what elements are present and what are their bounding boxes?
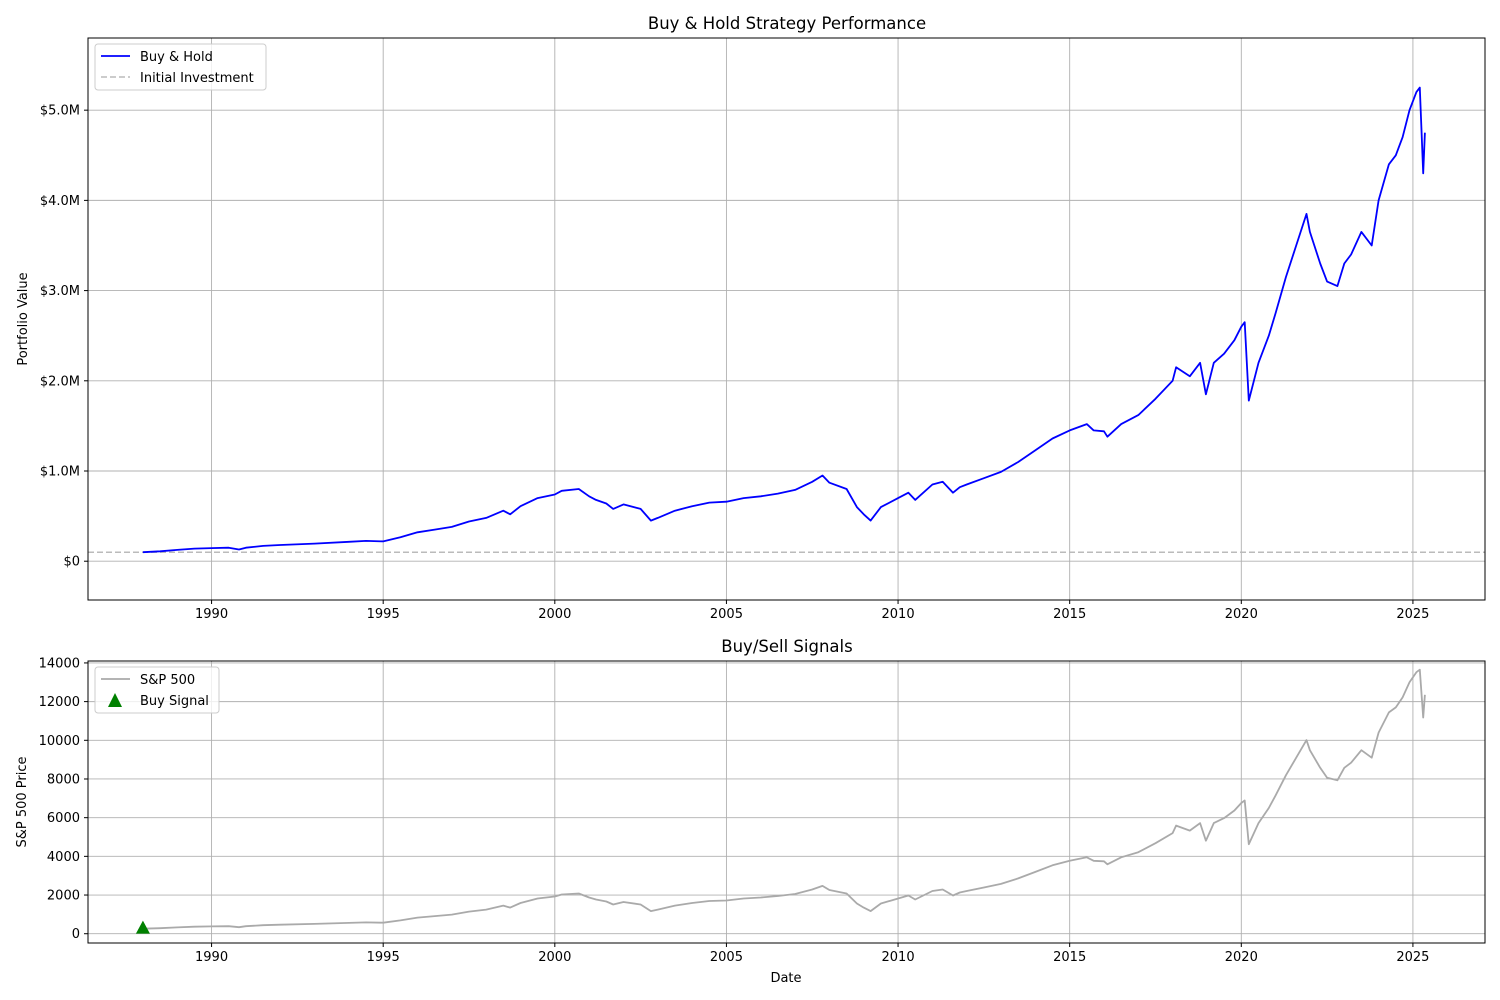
signals-chart-frame [87,660,1486,944]
portfolio-x-tick-label: 1990 [195,607,228,622]
signals-chart-grid [88,661,1485,943]
signals-x-axis-label: Date [770,971,801,986]
signals-x-tick-label: 2005 [710,950,743,965]
portfolio-x-tick-label: 1995 [367,607,400,622]
legend-label-sp500: S&P 500 [140,673,195,688]
buy-hold-line [142,86,1426,554]
portfolio-x-tick-label: 2010 [882,607,915,622]
signals-y-tick-label: 12000 [39,695,80,710]
buy-signal-markers [135,920,150,934]
signals-x-tick-label: 1995 [367,950,400,965]
legend-label-buy-hold: Buy & Hold [140,50,213,65]
portfolio-y-axis-label: Portfolio Value [16,272,31,365]
portfolio-x-tick-label: 2005 [710,607,743,622]
portfolio-y-tick-label: $4.0M [40,194,80,209]
portfolio-y-tick-label: $5.0M [40,104,80,119]
portfolio-y-tick-label: $2.0M [40,374,80,389]
signals-x-ticks: 1990 1995 2000 2005 2010 2015 2020 2025 [195,943,1429,965]
signals-x-tick-label: 1990 [195,950,228,965]
portfolio-x-tick-label: 2025 [1396,607,1429,622]
portfolio-x-tick-label: 2015 [1053,607,1086,622]
portfolio-chart: Buy & Hold Strategy Performance 1990 1995… [16,14,1486,622]
signals-legend: S&P 500 Buy Signal [94,666,220,714]
signals-y-axis-label: S&P 500 Price [15,756,30,847]
portfolio-legend-box [94,43,267,91]
portfolio-x-tick-label: 2020 [1225,607,1258,622]
portfolio-chart-grid [88,38,1485,600]
sp500-line [142,668,1426,930]
portfolio-x-ticks: 1990 1995 2000 2005 2010 2015 2020 2025 [195,600,1429,622]
signals-y-tick-label: 10000 [39,734,80,749]
signals-y-tick-label: 0 [72,927,80,942]
portfolio-y-tick-label: $1.0M [40,465,80,480]
legend-swatch-buy-signal [108,693,122,707]
signals-y-ticks: 0 2000 4000 6000 8000 10000 12000 14000 [39,656,88,942]
portfolio-legend: Buy & Hold Initial Investment [94,43,267,91]
signals-chart: Buy/Sell Signals 1990 1995 2000 2005 2010 201… [15,637,1486,986]
legend-label-initial-investment: Initial Investment [140,71,254,86]
buy-signal-marker [135,920,150,934]
portfolio-chart-frame [87,37,1486,601]
portfolio-x-tick-label: 2000 [538,607,571,622]
portfolio-y-ticks: $0 $1.0M $2.0M $3.0M $4.0M $5.0M [40,104,88,570]
signals-y-tick-label: 14000 [39,656,80,671]
signals-y-tick-label: 6000 [47,811,80,826]
signals-y-tick-label: 4000 [47,850,80,865]
signals-x-tick-label: 2025 [1396,950,1429,965]
signals-y-tick-label: 2000 [47,889,80,904]
portfolio-chart-title: Buy & Hold Strategy Performance [648,14,926,33]
portfolio-y-tick-label: $3.0M [40,284,80,299]
signals-x-tick-label: 2010 [882,950,915,965]
signals-x-tick-label: 2020 [1225,950,1258,965]
legend-label-buy-signal: Buy Signal [140,694,209,709]
signals-x-tick-label: 2000 [538,950,571,965]
signals-y-tick-label: 8000 [47,772,80,787]
signals-x-tick-label: 2015 [1053,950,1086,965]
portfolio-y-tick-label: $0 [63,555,80,570]
signals-chart-title: Buy/Sell Signals [721,637,852,656]
